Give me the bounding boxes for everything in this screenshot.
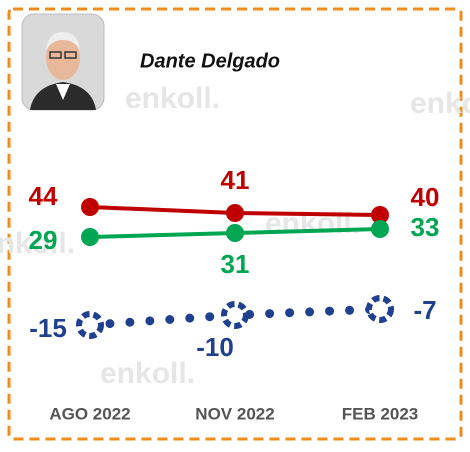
marker (224, 304, 246, 326)
watermark: enkoll. (125, 82, 220, 115)
value-label: 29 (29, 225, 58, 255)
x-tick-label: NOV 2022 (195, 404, 274, 423)
marker (79, 314, 101, 336)
watermark: enkoll. (100, 357, 195, 390)
value-label: -10 (196, 332, 234, 362)
marker (371, 220, 389, 238)
value-label: 33 (411, 212, 440, 242)
photo (22, 14, 104, 110)
value-label: 31 (221, 249, 250, 279)
marker (81, 198, 99, 216)
x-tick-label: FEB 2023 (342, 404, 419, 423)
marker (226, 224, 244, 242)
value-label: 44 (29, 181, 58, 211)
value-label: 40 (411, 182, 440, 212)
watermark: enkoll. (410, 87, 470, 120)
marker (81, 228, 99, 246)
value-label: 41 (221, 165, 250, 195)
chart: Dante Delgado enkoll.enkoll.enkoll.enkol… (0, 0, 470, 452)
value-label: -15 (29, 313, 67, 343)
chart-title: Dante Delgado (140, 50, 280, 72)
x-tick-label: AGO 2022 (49, 404, 130, 423)
value-label: -7 (413, 295, 436, 325)
marker (226, 204, 244, 222)
marker (369, 298, 391, 320)
